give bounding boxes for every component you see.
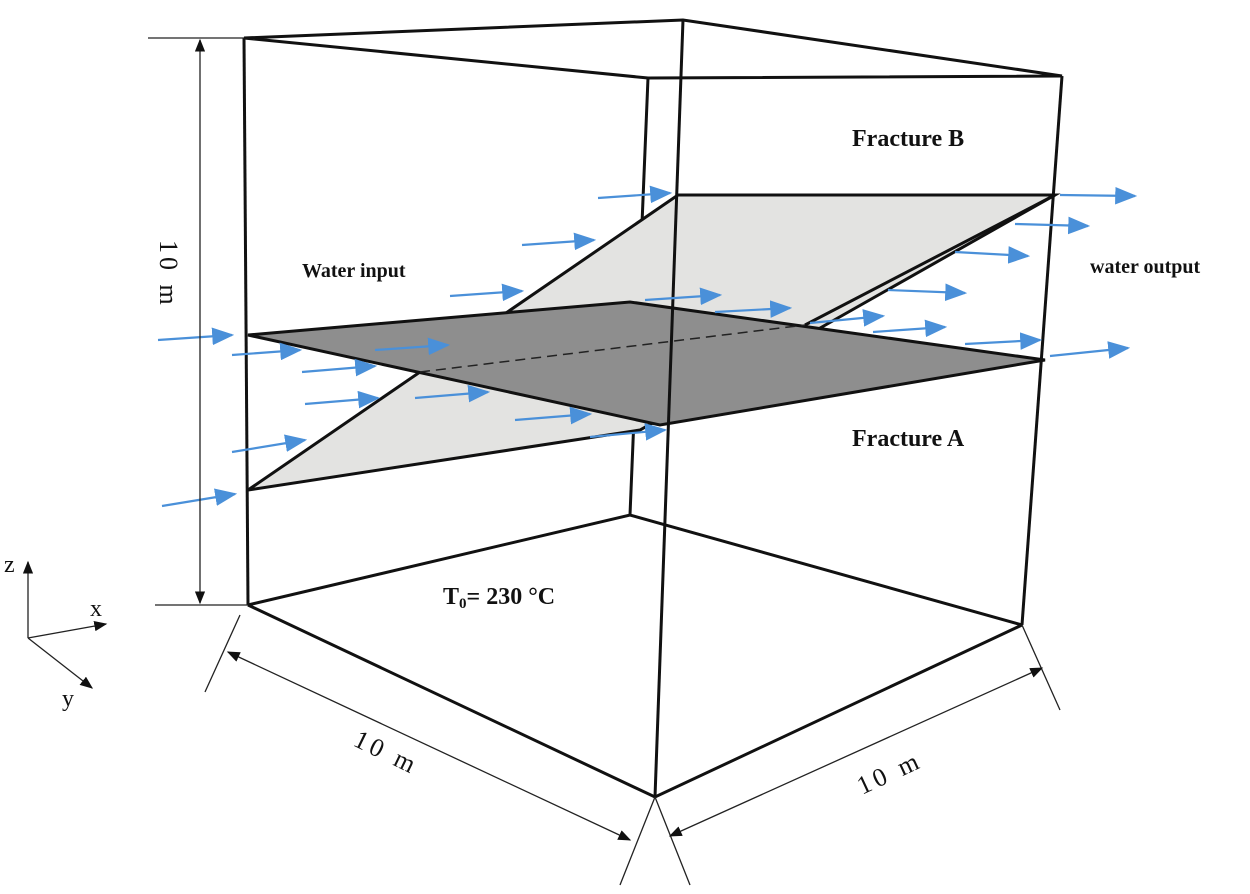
axes-icon: z x y	[4, 552, 108, 712]
fracture-a-label: Fracture A	[852, 426, 965, 452]
axis-z: z	[4, 552, 15, 578]
intersection	[419, 324, 806, 373]
dimension-lines	[148, 37, 1061, 886]
axis-x: x	[90, 596, 102, 622]
axis-y: y	[62, 686, 74, 712]
temp-subscript: 0	[459, 596, 467, 612]
depth-label: 10 m	[852, 745, 927, 800]
fracture-b-label: Fracture B	[852, 126, 964, 152]
height-label: 10 m	[154, 240, 183, 309]
temp-symbol: T	[443, 584, 459, 610]
water-input-label: Water input	[302, 260, 406, 282]
fracture-a-plane	[247, 300, 1046, 427]
fracture-b-edge	[804, 193, 1056, 327]
temp-value: = 230 °C	[467, 584, 556, 610]
water-output-label: water output	[1090, 256, 1201, 278]
width-label: 10 m	[349, 724, 423, 780]
temperature-label: T0= 230 °C	[443, 584, 555, 612]
